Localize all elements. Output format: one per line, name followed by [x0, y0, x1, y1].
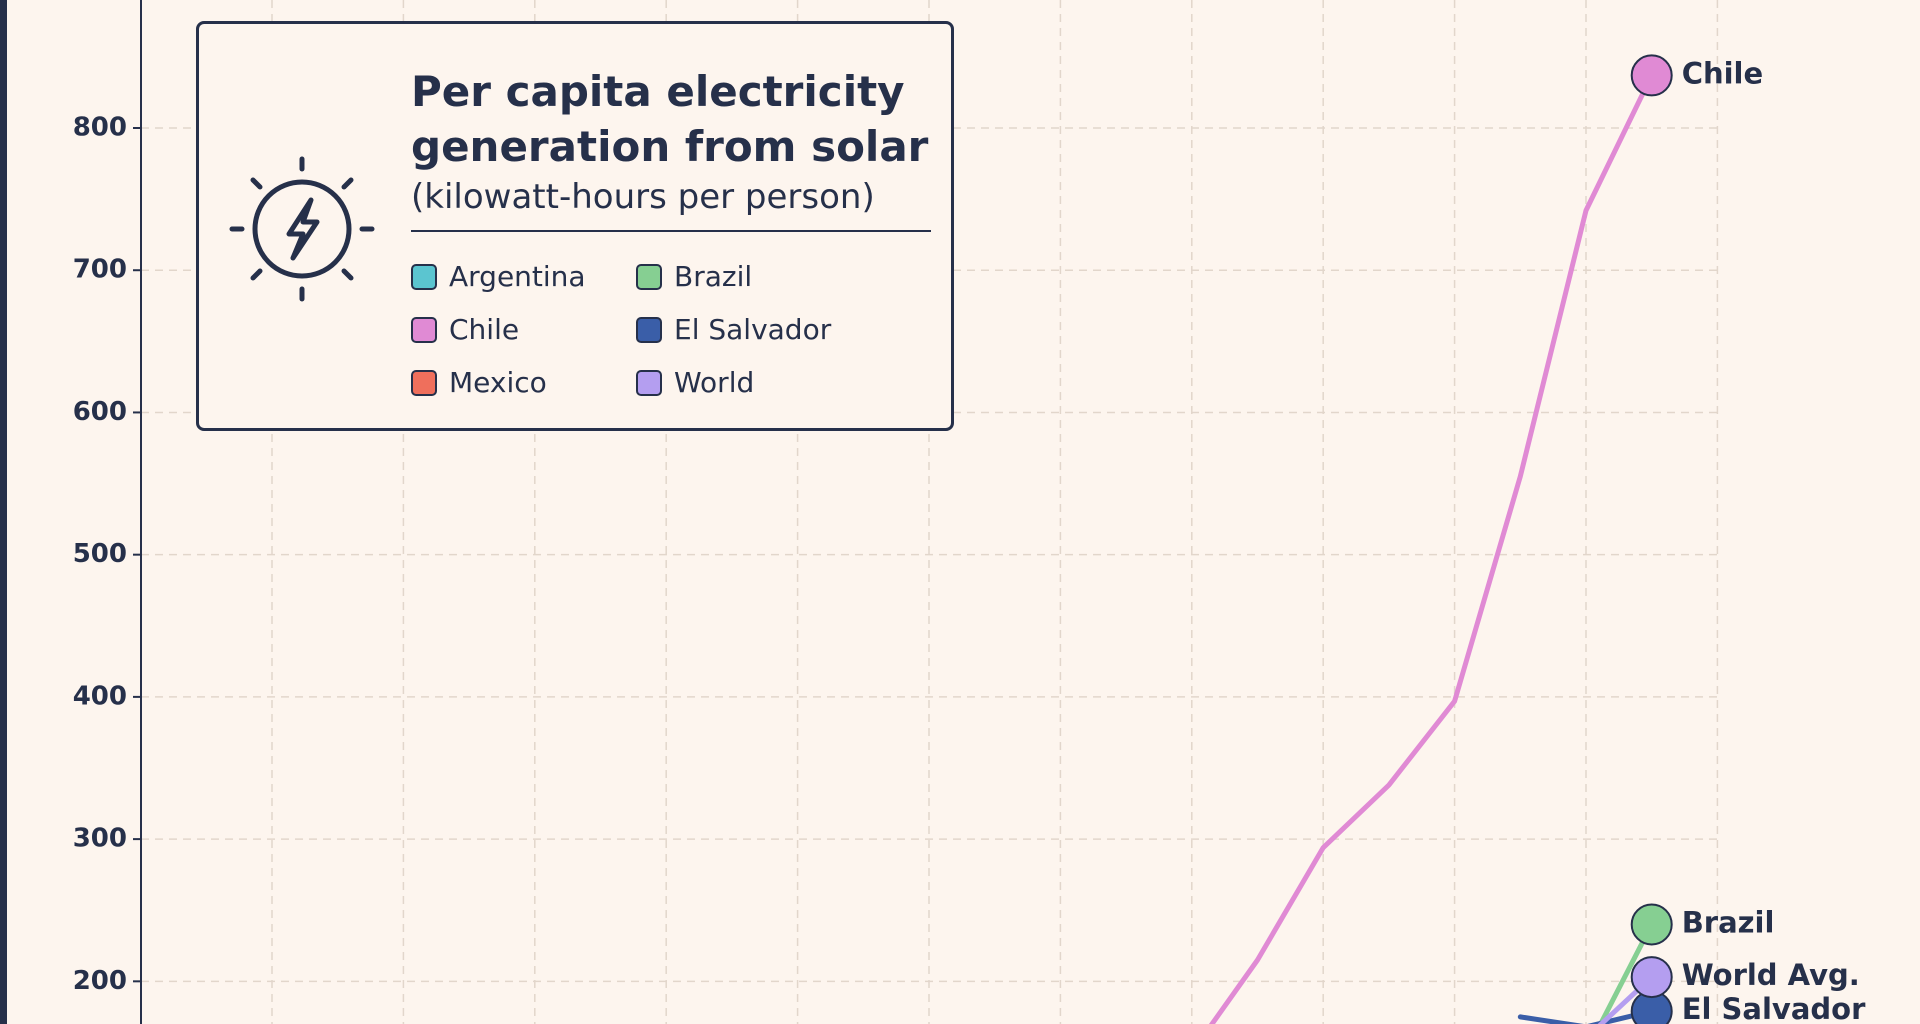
legend-item: Mexico [411, 366, 636, 399]
y-tick-label: 700 [73, 255, 127, 285]
legend-label: Brazil [674, 260, 753, 293]
end-label: World Avg. [1682, 958, 1860, 992]
legend-item: Brazil [636, 260, 861, 293]
legend-item: Chile [411, 313, 636, 346]
legend: Argentina Brazil Chile El Salvador Mexico Wor… [411, 260, 931, 399]
legend-swatch [411, 316, 437, 343]
y-tick-label: 600 [73, 397, 127, 427]
end-label: El Salvador [1682, 992, 1866, 1024]
end-marker [1630, 956, 1673, 999]
legend-item: El Salvador [636, 313, 861, 346]
legend-swatch [411, 263, 437, 290]
series-line [1208, 72, 1655, 1024]
end-label: Brazil [1682, 905, 1775, 939]
legend-box: Per capita electricity generation from s… [196, 21, 954, 431]
end-marker [1630, 903, 1673, 946]
legend-swatch [636, 316, 662, 343]
legend-swatch [636, 263, 662, 290]
legend-label: El Salvador [674, 313, 832, 346]
legend-label: Argentina [449, 260, 586, 293]
legend-label: Chile [449, 313, 520, 346]
end-marker [1630, 54, 1673, 97]
series-line [1517, 1008, 1655, 1024]
legend-label: World [674, 366, 755, 399]
y-tick-label: 800 [73, 113, 127, 143]
chart-subtitle: (kilowatt-hours per person) [411, 174, 931, 232]
legend-item: Argentina [411, 260, 636, 293]
frame-edge [0, 0, 7, 1024]
y-tick-label: 300 [73, 824, 127, 854]
legend-texts: Per capita electricity generation from s… [411, 64, 931, 399]
sun-icon [229, 156, 375, 302]
end-label: Chile [1682, 56, 1763, 90]
chart-title: Per capita electricity generation from s… [411, 67, 929, 171]
legend-item: World [636, 366, 861, 399]
y-tick-label: 500 [73, 539, 127, 569]
legend-swatch [411, 369, 437, 396]
legend-swatch [636, 369, 662, 396]
legend-label: Mexico [449, 366, 547, 399]
y-tick-label: 200 [73, 966, 127, 996]
series-line [1597, 921, 1655, 1024]
y-tick-label: 400 [73, 681, 127, 711]
